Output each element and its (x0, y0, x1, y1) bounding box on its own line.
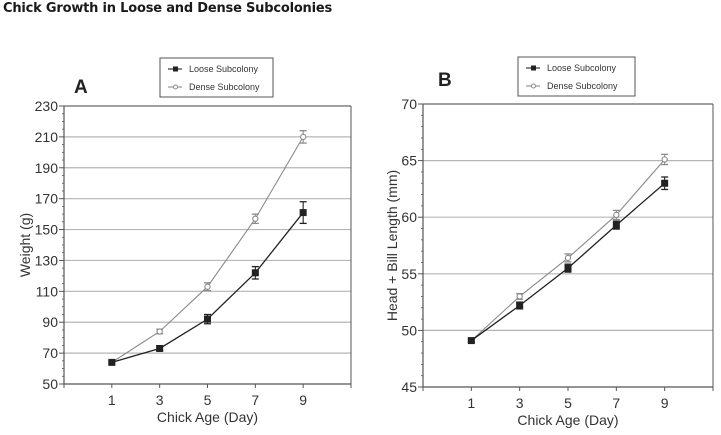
y-tick-label: 70 (42, 345, 58, 361)
y-tick-label: 230 (35, 98, 59, 114)
data-point-dense (252, 215, 259, 222)
data-point-dense (564, 254, 572, 262)
x-tick-label: 5 (564, 395, 572, 411)
x-tick-label: 7 (612, 395, 620, 411)
y-tick-label: 90 (42, 314, 58, 330)
y-tick-label: 45 (401, 379, 417, 395)
x-tick-label: 3 (156, 392, 164, 408)
data-point-dense (300, 133, 307, 141)
y-tick-label: 60 (401, 209, 417, 225)
x-axis-title: Chick Age (Day) (157, 409, 258, 425)
y-tick-label: 190 (35, 160, 59, 176)
legend-label: Dense Subcolony (547, 81, 618, 91)
y-tick-label: 65 (401, 153, 417, 169)
y-tick-label: 210 (35, 129, 59, 145)
series-line-dense (470, 159, 666, 341)
page-title: Chick Growth in Loose and Dense Subcolon… (3, 1, 333, 16)
data-point-loose (467, 337, 475, 345)
y-tick-label: 50 (401, 322, 417, 338)
data-point-dense (661, 156, 668, 163)
data-point-loose (204, 315, 211, 323)
y-tick-label: 170 (35, 191, 59, 207)
panel-label: A (74, 77, 88, 98)
chart-panel-b: 45 50 55 60 65 70 1 3 5 7 9 Chick Age (Day) Head + B… (384, 56, 714, 428)
legend-marker-dense (531, 83, 536, 89)
x-tick-label: 5 (204, 392, 212, 408)
data-point-dense (516, 293, 523, 300)
legend: Loose Subcolony Dense Subcolony (517, 56, 636, 97)
legend-box (517, 56, 636, 97)
data-point-dense (156, 328, 163, 335)
legend-label: Loose Subcolony (547, 63, 617, 73)
data-point-dense (613, 211, 620, 219)
data-point-loose (108, 358, 116, 366)
data-point-loose (564, 264, 572, 272)
chart-panel-a: 50 70 90 110 130 150 170 190 210 230 1 3 5 7 9 Chick Ag… (17, 57, 352, 425)
x-tick-label: 1 (108, 392, 116, 408)
data-point-loose (612, 221, 620, 229)
y-tick-label: 70 (401, 96, 417, 112)
x-tick-label: 3 (516, 395, 524, 411)
x-axis-title: Chick Age (Day) (517, 412, 618, 428)
legend-marker-loose (531, 65, 536, 71)
x-tick-label: 9 (299, 392, 307, 408)
y-tick-label: 50 (42, 376, 58, 392)
x-tick-label: 7 (251, 392, 259, 408)
data-point-loose (661, 179, 669, 187)
legend: Loose Subcolony Dense Subcolony (159, 57, 274, 98)
data-point-loose (156, 344, 164, 352)
y-tick-label: 110 (36, 283, 59, 299)
y-axis-title: Head + Bill Length (mm) (384, 170, 400, 321)
data-point-loose (251, 269, 259, 277)
y-tick-label: 55 (401, 266, 417, 282)
legend-box (159, 57, 274, 98)
legend-marker-dense (173, 84, 178, 90)
panel-label: B (438, 70, 452, 91)
data-point-loose (299, 209, 307, 217)
data-point-loose (516, 301, 524, 309)
legend-marker-loose (173, 66, 178, 72)
y-axis-title: Weight (g) (17, 213, 33, 277)
legend-label: Dense Subcolony (189, 82, 260, 92)
y-tick-label: 150 (35, 222, 59, 238)
x-tick-label: 1 (467, 395, 475, 411)
y-tick-label: 130 (35, 252, 59, 268)
legend-label: Loose Subcolony (189, 64, 259, 74)
data-point-dense (204, 283, 211, 290)
x-tick-label: 9 (661, 395, 669, 411)
